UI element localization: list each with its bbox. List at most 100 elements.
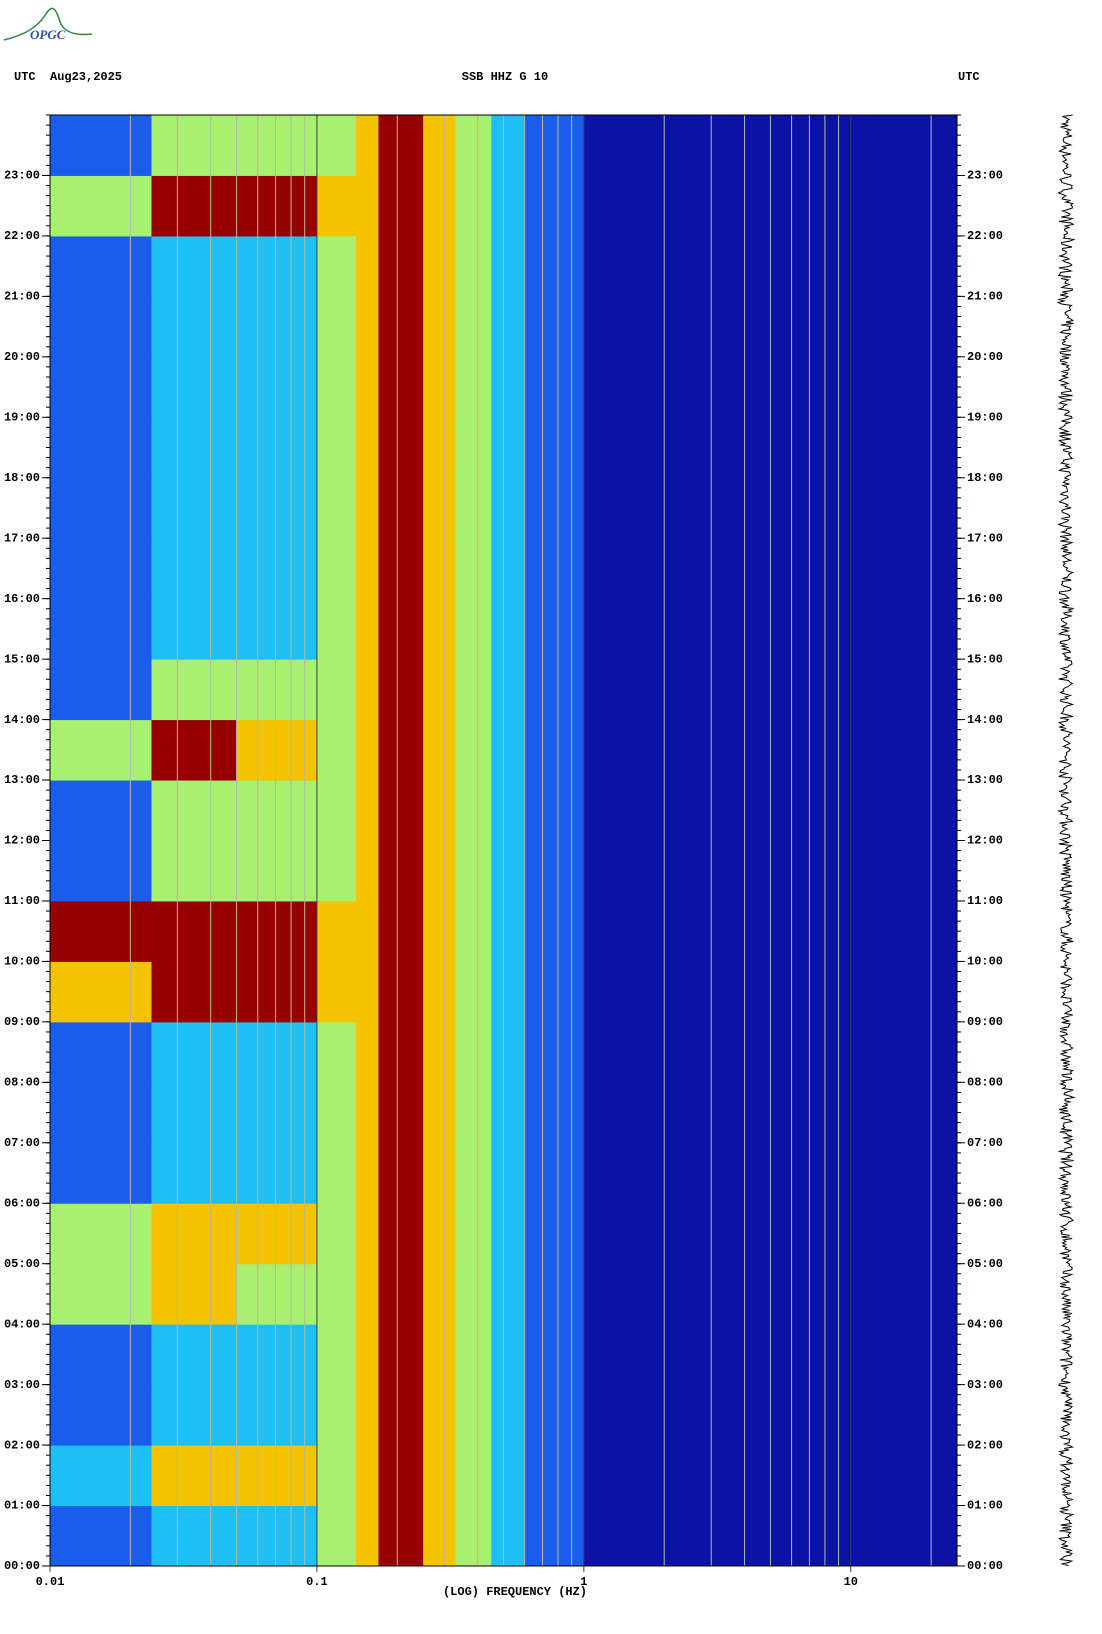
spectrogram-cell <box>491 1384 526 1446</box>
spectrogram-cell <box>423 900 456 962</box>
spectrogram-cell <box>524 417 585 479</box>
spectrogram-cell <box>151 175 238 237</box>
spectrogram-cell <box>316 235 357 297</box>
y-tick-label-right: 17:00 <box>967 531 1003 545</box>
spectrogram-cell <box>236 356 318 418</box>
spectrogram-cell <box>455 1445 492 1507</box>
spectrogram-cell <box>455 235 492 297</box>
spectrogram-cell <box>423 1263 456 1325</box>
spectrogram-cell <box>423 840 456 902</box>
spectrogram-cell <box>491 1445 526 1507</box>
spectrogram-cell <box>236 780 318 841</box>
spectrogram-cell <box>455 1203 492 1265</box>
spectrogram-cell <box>423 1324 456 1386</box>
spectrogram-cell <box>455 840 492 902</box>
spectrogram-cell <box>455 961 492 1023</box>
spectrogram-cell <box>423 1505 456 1567</box>
spectrogram-cell <box>50 175 152 237</box>
y-tick-label-right: 10:00 <box>967 955 1003 969</box>
spectrogram-cell <box>491 840 526 902</box>
spectrogram-cell <box>151 719 238 781</box>
spectrogram-cell <box>491 1142 526 1204</box>
spectrogram-cell <box>355 477 379 539</box>
spectrogram-cell <box>316 477 357 539</box>
y-tick-label: 15:00 <box>4 652 40 666</box>
spectrogram-cell <box>524 115 585 176</box>
spectrogram-cell <box>378 1324 424 1386</box>
spectrogram-cell <box>455 659 492 721</box>
spectrogram-cell <box>50 477 152 539</box>
spectrogram-cell <box>455 1082 492 1144</box>
spectrogram-cell <box>151 356 238 418</box>
y-tick-label: 06:00 <box>4 1196 40 1210</box>
spectrogram-cell <box>355 175 379 237</box>
spectrogram-cell <box>491 115 526 176</box>
spectrogram-cell <box>316 1203 357 1265</box>
spectrogram-cell <box>378 961 424 1023</box>
spectrogram-cell <box>355 235 379 297</box>
y-tick-label: 07:00 <box>4 1136 40 1150</box>
spectrogram-cell <box>423 719 456 781</box>
spectrogram-cell <box>236 719 318 781</box>
spectrogram-cell <box>50 417 152 479</box>
spectrogram-cell <box>355 1021 379 1083</box>
spectrogram-cell <box>355 115 379 176</box>
spectrogram-cell <box>151 900 238 962</box>
y-tick-label: 22:00 <box>4 229 40 243</box>
spectrogram-cell <box>355 356 379 418</box>
y-tick-label: 05:00 <box>4 1257 40 1271</box>
spectrogram-cell <box>491 1203 526 1265</box>
spectrogram-cell <box>50 1021 152 1083</box>
spectrogram-cell <box>316 296 357 358</box>
spectrogram-cell <box>355 900 379 962</box>
spectrogram-cell <box>236 900 318 962</box>
spectrogram-cell <box>423 598 456 660</box>
spectrogram-cell <box>423 477 456 539</box>
y-tick-label-right: 18:00 <box>967 471 1003 485</box>
y-tick-label: 12:00 <box>4 834 40 848</box>
spectrogram-cell <box>236 1263 318 1325</box>
spectrogram-cell <box>423 659 456 721</box>
spectrogram-cell <box>378 1384 424 1446</box>
spectrogram-cell <box>378 1203 424 1265</box>
spectrogram-cell <box>524 1142 585 1204</box>
spectrogram-cell <box>151 840 238 902</box>
spectrogram-cell <box>524 1324 585 1386</box>
spectrogram-cell <box>423 1445 456 1507</box>
y-tick-label: 19:00 <box>4 410 40 424</box>
y-tick-label: 01:00 <box>4 1499 40 1513</box>
spectrogram-cell <box>316 1324 357 1386</box>
spectrogram-cell <box>151 1384 238 1446</box>
spectrogram-cell <box>455 719 492 781</box>
spectrogram-cell <box>50 900 152 962</box>
x-tick-label: 0.1 <box>306 1575 328 1589</box>
y-tick-label-right: 22:00 <box>967 229 1003 243</box>
spectrogram-cell <box>455 1384 492 1446</box>
spectrogram-cell <box>455 115 492 176</box>
spectrogram-cell <box>524 1203 585 1265</box>
spectrogram-cell <box>50 659 152 721</box>
spectrogram-cell <box>316 719 357 781</box>
left-utc-label: UTC <box>14 70 36 84</box>
spectrogram-cell <box>378 115 424 176</box>
spectrogram-cell <box>236 1445 318 1507</box>
spectrogram-cell <box>50 356 152 418</box>
spectrogram-cell <box>236 296 318 358</box>
spectrogram-cell <box>151 1203 238 1265</box>
spectrogram-cell <box>524 477 585 539</box>
spectrogram-cell <box>355 1505 379 1567</box>
spectrogram-cell <box>524 598 585 660</box>
y-tick-label: 04:00 <box>4 1317 40 1331</box>
spectrogram-cell <box>491 1082 526 1144</box>
spectrogram-cell <box>378 1505 424 1567</box>
spectrogram-cell <box>151 235 238 297</box>
spectrogram-cell <box>50 598 152 660</box>
spectrogram-cell <box>455 356 492 418</box>
spectrogram-cell <box>151 417 238 479</box>
spectrogram-cell <box>355 417 379 479</box>
spectrogram-cell <box>316 1263 357 1325</box>
spectrogram-cell <box>524 1384 585 1446</box>
spectrogram-cell <box>524 1263 585 1325</box>
spectrogram-cell <box>423 296 456 358</box>
spectrogram-cell <box>524 900 585 962</box>
